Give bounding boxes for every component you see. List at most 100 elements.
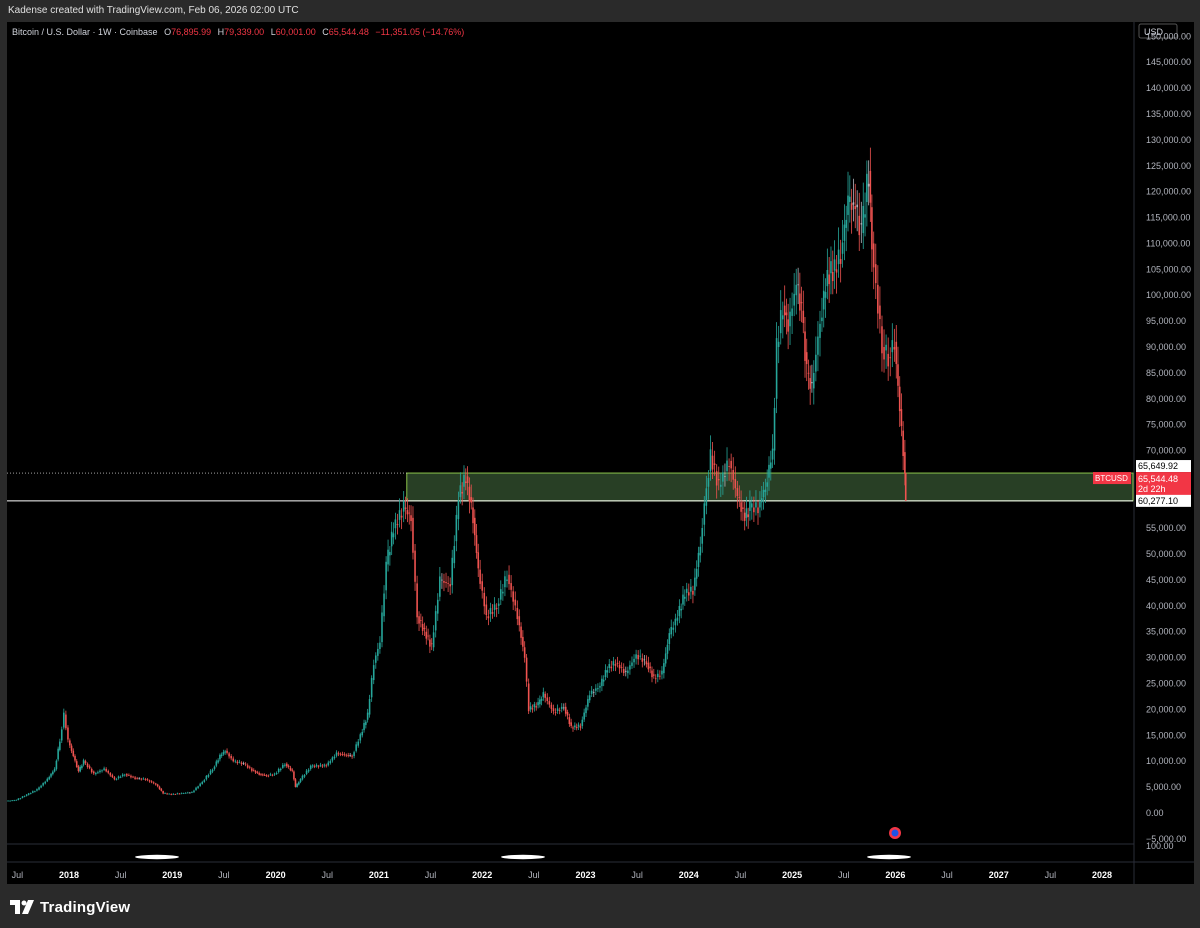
candle-body	[463, 474, 465, 487]
x-tick-label: Jul	[735, 870, 747, 880]
open-label: O	[164, 27, 172, 37]
candle-body	[215, 761, 218, 766]
candle-body	[57, 748, 59, 760]
candle-body	[408, 512, 411, 514]
candle-body	[201, 782, 204, 784]
chart-pane[interactable]: USD 150,000.00 145,000.00 140,000.00 135,000…	[7, 22, 1194, 884]
high-label: H	[217, 27, 225, 37]
candle-body	[293, 771, 295, 780]
timeline-marker[interactable]	[501, 854, 545, 860]
candle-body	[546, 697, 549, 702]
candle-body	[40, 785, 42, 788]
candle-body	[885, 344, 887, 351]
candle-body	[48, 777, 51, 780]
price-axis[interactable]	[1134, 22, 1194, 884]
candle-body	[672, 627, 675, 630]
x-tick-label: Jul	[218, 870, 230, 880]
candle-body	[406, 510, 409, 515]
candle-body	[224, 751, 226, 753]
candle-body	[694, 577, 696, 591]
candle-body	[639, 655, 642, 657]
candle-body	[282, 764, 284, 768]
candle-body	[305, 770, 308, 775]
y-tick-label: 115,000.00	[1146, 213, 1190, 223]
candle-body	[121, 774, 124, 777]
candle-body	[459, 485, 462, 498]
y-tick-label: 55,000.00	[1146, 523, 1186, 533]
y-tick-label: 15,000.00	[1146, 730, 1186, 740]
x-tick-label: Jul	[1045, 870, 1057, 880]
candle-body	[307, 769, 310, 772]
candle-body	[751, 503, 753, 508]
low-label: L	[270, 27, 276, 37]
close-label: C	[322, 27, 329, 37]
candle-body	[130, 775, 132, 778]
currency-box[interactable]	[1138, 23, 1178, 39]
candle-body	[837, 249, 840, 265]
candle-body	[132, 776, 134, 778]
candle-body	[170, 794, 173, 795]
candle-body	[506, 579, 508, 581]
candle-body	[402, 501, 405, 512]
support-zone[interactable]	[406, 472, 1134, 502]
candle-body	[514, 599, 517, 606]
candle-body	[777, 341, 780, 347]
candle-body	[154, 783, 157, 785]
y-tick-label: 75,000.00	[1146, 420, 1186, 430]
timeline-marker[interactable]	[867, 854, 911, 860]
candle-body	[333, 756, 336, 759]
candle-body	[575, 726, 578, 729]
candle-body	[138, 778, 141, 780]
candle-body	[385, 561, 387, 591]
candle-body	[439, 576, 441, 597]
candle-body	[495, 607, 498, 610]
candle-body	[374, 655, 377, 663]
candle-body	[327, 762, 330, 766]
candle-body	[63, 712, 65, 728]
candle-body	[99, 770, 101, 773]
candle-body	[109, 773, 112, 776]
y-tick-label: 105,000.00	[1146, 264, 1191, 274]
candle-body	[420, 620, 422, 621]
symbol-badge[interactable]	[1093, 472, 1131, 485]
x-tick-label: 2024	[679, 870, 699, 880]
candle-body	[217, 760, 219, 763]
y-tick-label: 0.00	[1146, 808, 1164, 818]
y-tick-label: −5,000.00	[1146, 834, 1186, 844]
candle-body	[690, 586, 692, 592]
candle-body	[101, 770, 103, 772]
candle-body	[140, 778, 143, 780]
candle-body	[529, 706, 532, 710]
tradingview-wordmark: TradingView	[40, 898, 131, 916]
candle-body	[50, 773, 52, 777]
candle-body	[60, 729, 63, 741]
candle-body	[211, 769, 214, 772]
tradingview-brand[interactable]: TradingView	[10, 898, 130, 916]
candle-body	[595, 688, 597, 691]
candle-body	[390, 531, 393, 547]
candle-body	[769, 462, 772, 469]
x-tick-label: 2018	[59, 870, 79, 880]
y-tick-label: 110,000.00	[1146, 238, 1190, 248]
candle-body	[499, 589, 502, 600]
candle-body	[158, 786, 161, 790]
candle-body	[477, 552, 480, 569]
x-tick-label: 2027	[989, 870, 1009, 880]
candle-body	[432, 632, 435, 648]
candle-body	[709, 449, 712, 472]
candle-body	[802, 310, 805, 323]
candle-body	[680, 608, 682, 611]
y-tick-label: 125,000.00	[1146, 161, 1191, 171]
candle-body	[209, 770, 212, 775]
candle-body	[113, 777, 116, 780]
candle-body	[365, 721, 367, 725]
candle-body	[552, 708, 555, 712]
candle-body	[178, 793, 181, 795]
candle-body	[728, 466, 730, 467]
current-price-badge[interactable]	[1136, 472, 1191, 497]
timeline-marker[interactable]	[135, 854, 179, 860]
candle-body	[883, 346, 885, 360]
candle-body	[425, 631, 428, 639]
y-tick-label: 140,000.00	[1146, 83, 1191, 93]
